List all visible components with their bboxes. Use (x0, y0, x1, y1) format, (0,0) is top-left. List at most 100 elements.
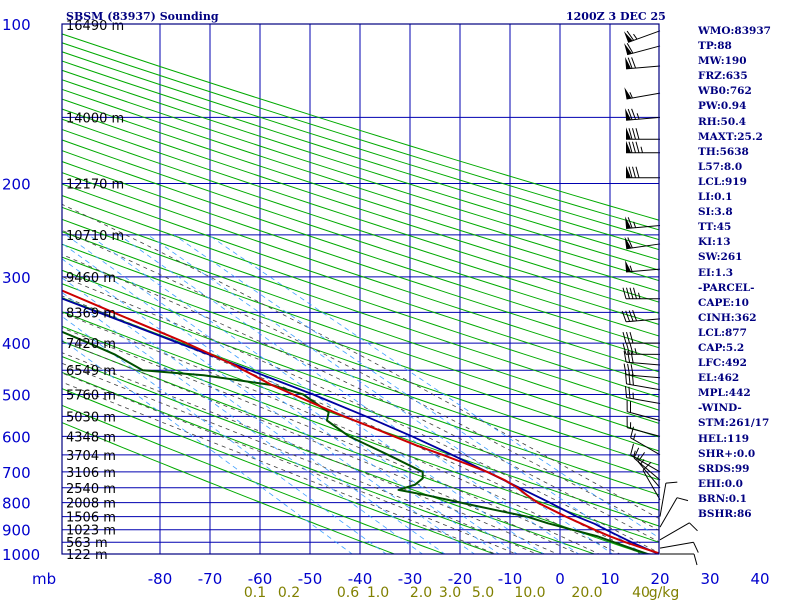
moist-adiabat-line (62, 254, 659, 543)
wind-barb (623, 30, 661, 43)
wind-barb (659, 497, 689, 528)
dry-adiabat-line (62, 269, 659, 481)
plot-frame (61, 23, 660, 555)
wind-barb (624, 87, 661, 100)
mixing-ratio-label: 0.6 (337, 585, 359, 600)
wind-barb (642, 461, 661, 500)
wind-barb-flag (676, 497, 689, 502)
wind-barb-flag (633, 447, 640, 459)
pressure-tick-label: 500 (2, 387, 31, 405)
wind-barb-flag (621, 310, 627, 322)
moist-adiabat-line (62, 276, 659, 554)
wind-barb-pennant (623, 31, 633, 43)
temperature-tick-label: 20 (650, 570, 669, 588)
sounding-index-item: LCL:919 (698, 175, 747, 188)
wind-barb (625, 216, 661, 229)
mixing-ratio-label: g/kg (649, 585, 680, 600)
temperature-trace-line (62, 289, 659, 554)
wind-barb-staff (630, 454, 661, 473)
wind-barb-flag (629, 287, 634, 299)
wind-barb-half-flag (638, 292, 641, 299)
wind-barb (623, 350, 661, 366)
wind-barb-staff (626, 318, 661, 323)
wind-barb-staff (659, 483, 667, 517)
sounding-index-item: -PARCEL- (698, 281, 755, 294)
sounding-index-item: TH:5638 (698, 145, 749, 158)
wind-barb-flag (629, 343, 634, 355)
wind-barb-flag (625, 386, 627, 398)
dry-adiabat-line (62, 256, 659, 466)
wind-barb-pennant (625, 260, 632, 272)
wind-barb (625, 127, 661, 140)
wind-barb-flag (635, 166, 640, 178)
wind-barb-flag (630, 443, 634, 456)
wind-barb-staff (659, 497, 678, 528)
wind-barb-staff (626, 361, 661, 366)
wind-barb-flag (631, 57, 637, 69)
height-label: 12170 m (66, 178, 124, 193)
height-label: 122 m (66, 548, 108, 563)
wind-barb (625, 165, 661, 179)
mixing-ratio-line (88, 234, 545, 554)
wind-barb-flag (693, 542, 699, 553)
wind-barb-staff (626, 397, 661, 404)
sounding-index-item: -WIND- (698, 402, 742, 415)
wind-barb-flag (622, 343, 627, 355)
temperature-tick-label: -60 (248, 570, 273, 588)
dry-adiabat-line (62, 172, 659, 373)
sounding-index-item: L57:8.0 (698, 160, 743, 173)
sounding-index-item: MAXT:25.2 (698, 130, 763, 143)
wind-barb-flag (632, 310, 638, 322)
sounding-index-item: MW:190 (698, 55, 747, 68)
dry-adiabat-line (62, 404, 446, 554)
wind-barb-pennant (626, 165, 631, 178)
wind-barb-flag (622, 287, 627, 299)
mixing-ratio-label: 0.1 (244, 585, 266, 600)
moist-adiabat-line (62, 381, 497, 554)
wind-barb-flag (632, 141, 636, 153)
height-label: 563 m (66, 536, 108, 551)
sounding-index-item: BRN:0.1 (698, 492, 747, 505)
dry-adiabat-line (62, 108, 659, 303)
height-label: 5030 m (66, 410, 116, 425)
wind-barb-flag (632, 128, 636, 140)
height-label: 5760 m (66, 388, 116, 403)
sounding-index-item: LFC:492 (698, 357, 747, 370)
wind-barb-staff (626, 383, 661, 391)
height-label: 2008 m (66, 497, 116, 512)
sounding-index-item: CAP:5.2 (698, 341, 745, 354)
height-label: 14000 m (66, 111, 124, 126)
wind-barb-pennant (625, 216, 632, 229)
dry-adiabat-line (62, 150, 659, 349)
wind-barb-pennant (626, 140, 631, 153)
wind-barb-half-flag (633, 433, 636, 440)
wind-barb-staff (626, 374, 661, 379)
chart-time-label: 1200Z 3 DEC 25 (566, 10, 666, 23)
wind-barb-flag (689, 522, 698, 532)
wind-barb-flag (626, 331, 630, 344)
mixing-ratio-label: 10.0 (514, 585, 545, 600)
mixing-ratio-line (208, 234, 659, 539)
wind-barb-pennant (626, 127, 631, 140)
wind-barb-flag (637, 452, 646, 462)
mixing-ratio-line (62, 277, 446, 554)
wind-barb-flag (623, 350, 627, 363)
dry-adiabat-line (62, 118, 659, 314)
pressure-tick-label: 200 (2, 176, 31, 194)
height-labels: 16490 m 14000 m 12170 m 10710 m 9460 m 8369 m… (66, 19, 124, 563)
wind-barbs (621, 30, 699, 566)
sounding-index-item: SHR+:0.0 (698, 447, 756, 460)
wind-barb-pennant (625, 108, 632, 121)
pressure-tick-label: 400 (2, 335, 31, 353)
sounding-index-item: PW:0.94 (698, 100, 747, 113)
mixing-ratio-label: 0.2 (278, 585, 300, 600)
dry-adiabat-line (62, 128, 659, 325)
wind-barb-flag (626, 30, 635, 41)
wind-barb (625, 372, 661, 391)
temperature-tick-label: -20 (448, 570, 473, 588)
wind-barb-pennant (624, 87, 632, 99)
sounding-index-item: LCL:877 (698, 326, 747, 339)
wind-barb-flag (627, 351, 631, 363)
sounding-index-item: SI:3.8 (698, 206, 733, 219)
